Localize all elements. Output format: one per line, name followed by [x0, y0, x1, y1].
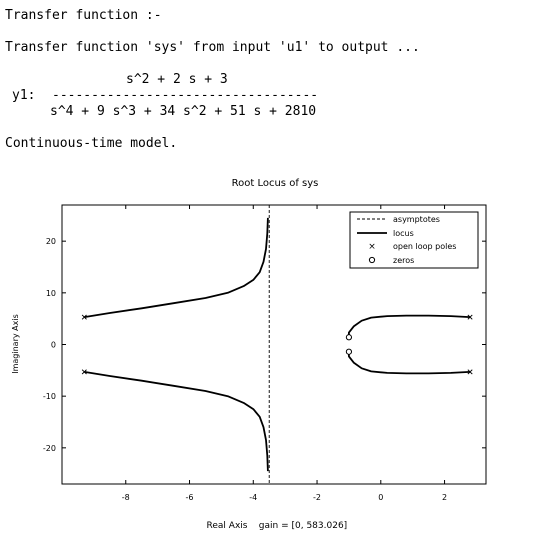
locus-layer — [84, 217, 471, 472]
gain-label: gain = [0, 583.026] — [259, 521, 347, 531]
x-axis-label: Real Axis — [207, 521, 248, 531]
legend-locus: locus — [393, 229, 414, 238]
x-tick-label: 2 — [442, 493, 447, 502]
y-tick-label: -20 — [43, 444, 56, 453]
legend-poles: open loop poles — [393, 242, 456, 251]
x-tick-label: -4 — [249, 493, 257, 502]
y-tick-label: -10 — [43, 392, 56, 401]
pole-stroke — [81, 314, 87, 320]
console-sys-line: Transfer function 'sys' from input 'u1' … — [5, 40, 420, 55]
console-header: Transfer function :- — [5, 8, 162, 23]
console-model-line: Continuous-time model. — [5, 136, 178, 151]
pole-stroke — [81, 369, 87, 375]
open-loop-pole — [467, 314, 473, 320]
y-tick-label: 20 — [46, 237, 56, 246]
y-tick-label: 10 — [46, 289, 56, 298]
y-axis-label: Imaginary Axis — [11, 314, 20, 374]
y-tick-label: 0 — [51, 341, 56, 350]
tf-numerator: s^2 + 2 s + 3 — [126, 72, 228, 87]
locus-branch — [347, 314, 471, 338]
tf-output-label: y1: — [12, 88, 36, 103]
legend: asymptotes locus × open loop poles zeros — [349, 211, 479, 269]
legend-asymptotes: asymptotes — [393, 215, 440, 224]
zero-marker — [345, 348, 353, 355]
legend-box — [349, 211, 479, 269]
x-tick-label: -8 — [122, 493, 130, 502]
open-loop-pole — [81, 369, 87, 375]
locus-branch — [347, 351, 471, 375]
chart-title: Root Locus of sys — [232, 178, 319, 189]
marker-layer — [81, 314, 473, 375]
x-tick-label: -2 — [313, 493, 321, 502]
tf-fraction-bar: ---------------------------------- — [52, 88, 319, 103]
tf-denominator: s^4 + 9 s^3 + 34 s^2 + 51 s + 2810 — [50, 104, 317, 119]
locus-branch — [84, 217, 269, 318]
x-tick-label: -6 — [186, 493, 194, 502]
zero-marker — [345, 334, 353, 341]
pole-stroke — [467, 369, 473, 375]
legend-zeros: zeros — [393, 256, 414, 265]
open-loop-pole — [81, 314, 87, 320]
legend-zero-symbol — [368, 256, 376, 264]
open-loop-pole — [467, 369, 473, 375]
locus-branch — [84, 371, 269, 472]
legend-pole-symbol: × — [368, 242, 376, 252]
x-tick-label: 0 — [378, 493, 383, 502]
pole-stroke — [467, 314, 473, 320]
